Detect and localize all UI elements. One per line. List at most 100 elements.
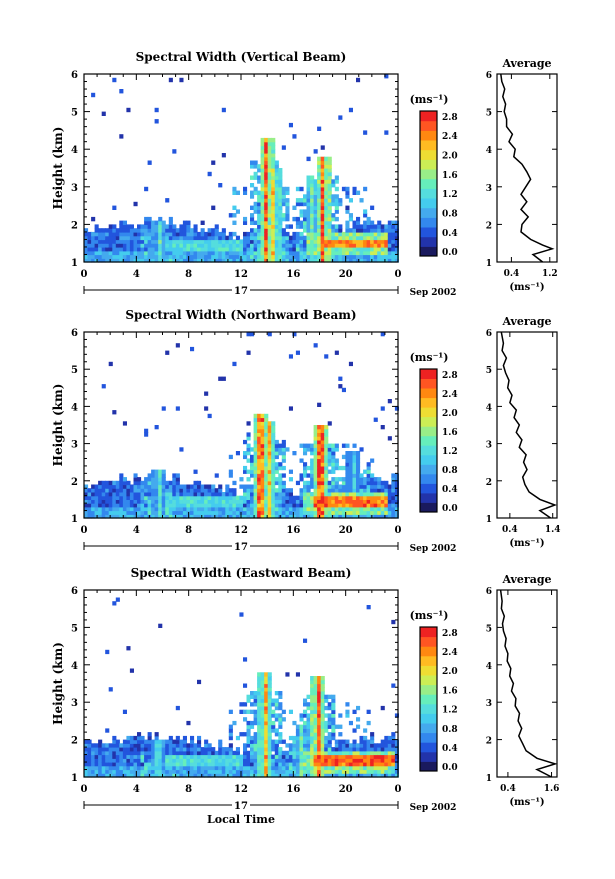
heatmap-cell (243, 216, 248, 222)
heatmap-cell (331, 754, 336, 759)
heatmap-cell (295, 231, 300, 237)
x-tick-label: 16 (286, 784, 300, 795)
heatmap-cell (288, 492, 293, 497)
heatmap-cell (281, 235, 286, 241)
heatmap-cell (377, 506, 382, 512)
heatmap-cell (91, 503, 96, 508)
heatmap-cell (218, 250, 223, 256)
heatmap-cell (320, 198, 325, 203)
heatmap-cell (394, 514, 399, 519)
heatmap-cell (331, 194, 336, 199)
heatmap-cell (324, 258, 329, 263)
heatmap-cell (105, 754, 110, 759)
heatmap-cell (391, 220, 396, 225)
heatmap-cell (271, 488, 276, 493)
avg-y-tick-label: 6 (486, 71, 492, 81)
heatmap-cell (172, 754, 177, 759)
heatmap-cell (179, 750, 184, 756)
heatmap-cell (112, 239, 117, 244)
heatmap-cell (168, 228, 173, 233)
heatmap-cell (331, 735, 336, 741)
heatmap-cell (175, 739, 180, 744)
colorbar-tick-label: 1.6 (442, 428, 458, 438)
heatmap-cell (257, 687, 262, 692)
heatmap-cell (380, 739, 385, 744)
heatmap-cell (165, 739, 170, 744)
heatmap-cell (246, 239, 251, 244)
heatmap-cell (101, 506, 106, 512)
heatmap-cell (253, 510, 258, 515)
heatmap-cell (299, 209, 304, 214)
heatmap-cell (334, 503, 339, 508)
heatmap-cell (373, 506, 378, 512)
heatmap-cell (331, 250, 336, 256)
heatmap-cell (341, 514, 346, 519)
heatmap-cell (154, 258, 159, 263)
heatmap-cell (285, 235, 290, 241)
heatmap-cell (264, 168, 269, 173)
heatmap-cell (334, 224, 339, 229)
heatmap-cell (331, 705, 336, 711)
heatmap-cell (91, 495, 96, 500)
heatmap-cell (320, 717, 325, 722)
heatmap-cell (377, 769, 382, 774)
heatmap-cell (299, 747, 304, 752)
heatmap-cell (140, 762, 145, 767)
heatmap-cell (306, 156, 311, 162)
heatmap-cell (278, 451, 283, 456)
heatmap-cell (87, 514, 92, 519)
heatmap-cell (186, 492, 191, 497)
heatmap-cell (324, 694, 329, 699)
heatmap-cell (391, 758, 396, 763)
heatmap-cell (394, 750, 399, 756)
heatmap-cell (218, 503, 223, 508)
heatmap-cell (112, 77, 117, 83)
heatmap-cell (267, 484, 272, 489)
heatmap-cell (370, 758, 375, 763)
heatmap-cell (324, 477, 329, 482)
heatmap-cell (232, 750, 237, 756)
heatmap-cell (115, 250, 120, 256)
heatmap-cell (324, 354, 329, 359)
heatmap-cell (158, 258, 163, 263)
heatmap-cell (334, 205, 339, 210)
heatmap-cell (126, 506, 131, 512)
heatmap-cell (158, 239, 163, 244)
heatmap-cell (144, 499, 149, 504)
heatmap-cell (327, 694, 332, 699)
heatmap-cell (158, 235, 163, 241)
heatmap-cell (165, 480, 170, 486)
heatmap-cell (154, 499, 159, 504)
heatmap-cell (253, 432, 258, 437)
heatmap-cell (310, 458, 315, 463)
heatmap-cell (161, 762, 166, 767)
panel-3: Spectral Width (Eastward Beam)123456Heig… (51, 566, 559, 826)
heatmap-cell (271, 254, 276, 259)
heatmap-cell (352, 484, 357, 489)
heatmap-cell (200, 747, 205, 752)
heatmap-cell (327, 495, 332, 500)
heatmap-cell (214, 250, 219, 256)
heatmap-cell (324, 503, 329, 508)
heatmap-cell (126, 735, 131, 741)
heatmap-cell (363, 243, 368, 248)
heatmap-cell (377, 750, 382, 756)
heatmap-cell (168, 503, 173, 508)
heatmap-cell (172, 243, 177, 248)
heatmap-cell (260, 168, 265, 173)
heatmap-cell (380, 769, 385, 774)
heatmap-cell (295, 247, 300, 252)
heatmap-cell (214, 510, 219, 515)
colorbar-tick-label: 2.8 (442, 629, 458, 639)
heatmap-cell (313, 149, 318, 154)
heatmap-cell (94, 754, 99, 759)
heatmap-cell (228, 747, 233, 752)
heatmap-cell (264, 747, 269, 752)
heatmap-cell (281, 506, 286, 512)
heatmap-cell (317, 436, 322, 441)
heatmap-cell (324, 213, 329, 218)
heatmap-cell (161, 773, 166, 778)
heatmap-cell (359, 258, 364, 263)
heatmap-cell (144, 428, 149, 433)
heatmap-cell (179, 747, 184, 752)
